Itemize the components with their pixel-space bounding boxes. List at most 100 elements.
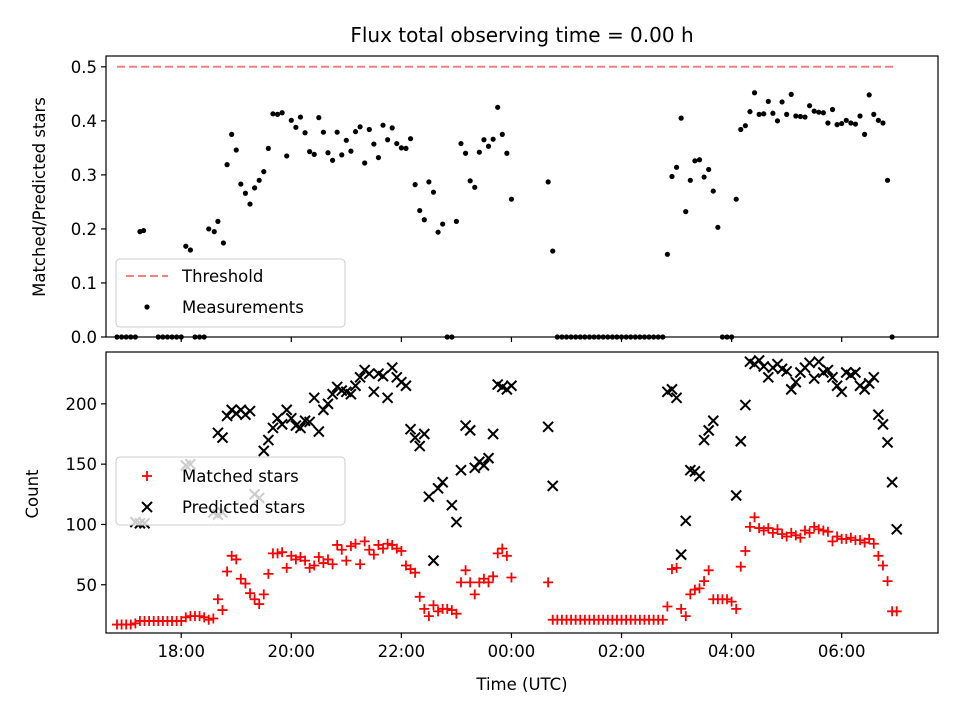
measurement-point [751,90,758,96]
matched-stars-point [300,555,311,566]
matched-stars-point [680,611,691,622]
measurement-point [683,209,689,215]
predicted-stars-point [785,383,797,396]
predicted-stars-point [368,386,380,398]
predicted-stars-point [276,418,288,431]
matched-stars-point [419,603,430,614]
measurement-point [394,140,400,147]
measurement-point [325,150,331,156]
matched-stars-point [130,618,141,629]
matched-stars-point [313,552,324,563]
matched-stars-point [350,538,361,549]
x-axis-label: Time (UTC) [475,675,567,694]
predicted-stars-point [427,554,440,567]
matched-stars-point [451,608,462,619]
matched-stars-point [841,533,852,544]
matched-stars-point [410,567,421,578]
predicted-stars-point [216,431,229,444]
predicted-stars-point [505,380,518,392]
measurement-point [706,166,712,173]
measurement-point [628,334,634,340]
measurement-point [738,126,744,133]
measurement-point [573,334,579,340]
measurement-point [761,111,767,117]
measurement-point [660,334,666,340]
predicted-stars-point [808,372,820,385]
predicted-stars-point [303,416,316,428]
matched-stars-point [790,530,801,541]
measurement-point [256,177,262,183]
matched-stars-point [368,549,379,560]
predicted-stars-point [670,392,683,404]
predicted-stars-point [487,428,499,440]
matched-stars-point [666,564,677,575]
matched-stars-point [428,600,439,611]
measurement-point [508,196,515,202]
predicted-stars-point [267,422,279,434]
measurement-point [421,217,427,223]
measurement-point [265,145,271,152]
measurement-point [357,124,363,130]
measurement-point [449,334,455,340]
measurement-point [595,334,602,340]
top-series-0 [114,90,895,340]
measurement-point [834,122,840,128]
predicted-stars-point [418,428,431,440]
bottom-y-tick-label: 200 [66,395,98,414]
matched-stars-point [740,545,751,556]
measurement-point [770,110,776,116]
measurement-point [444,334,450,340]
predicted-stars-point [317,404,330,416]
measurement-point [371,141,377,147]
bottom-series-0 [112,512,902,630]
measurement-point [793,113,799,119]
measurement-point [329,157,336,163]
bottom-x-tick-label: 20:00 [268,642,316,661]
matched-stars-point [483,577,494,588]
predicted-stars-point [478,459,490,472]
predicted-stars-point [221,410,233,422]
measurement-point [701,174,707,180]
matched-stars-point [744,521,755,532]
predicted-stars-point [693,470,706,482]
measurement-point [490,136,496,142]
matched-stars-point [235,573,246,584]
measurement-point [811,108,817,114]
matched-stars-point [442,603,453,614]
measurement-point [472,184,478,190]
bottom-legend: Matched stars Predicted stars [115,456,346,526]
bottom-x-tick-label: 00:00 [488,642,536,661]
bottom-legend-box [115,456,346,526]
measurement-point [719,334,726,340]
top-y-tick-label: 0.2 [71,220,97,239]
predicted-stars-point [326,388,339,400]
matched-stars-point [125,619,136,630]
predicted-stars-point [886,476,898,488]
measurement-point [398,145,404,151]
matched-stars-point [809,521,820,532]
predicted-stars-point [363,368,375,380]
matched-stars-point [304,562,315,573]
measurement-point [440,221,446,227]
predicted-stars-point [446,499,458,511]
matched-stars-point [818,525,829,536]
matched-stars-point [877,560,888,571]
predicted-stars-point [730,489,742,502]
predicted-stars-point [322,398,334,410]
predicted-stars-point [698,434,710,446]
measurement-point [729,334,735,340]
predicted-legend-label: Predicted stars [182,498,305,517]
measurement-point [320,129,327,135]
matched-stars-point [414,591,425,602]
measurement-point [380,122,386,128]
matched-stars-point [694,583,705,594]
measurement-point [545,179,551,185]
matched-stars-point [763,523,774,534]
predicted-stars-point [863,377,875,390]
predicted-stars-point [404,423,417,435]
measurement-point [141,227,147,234]
matched-stars-point [699,576,710,587]
predicted-stars-point [409,431,421,444]
